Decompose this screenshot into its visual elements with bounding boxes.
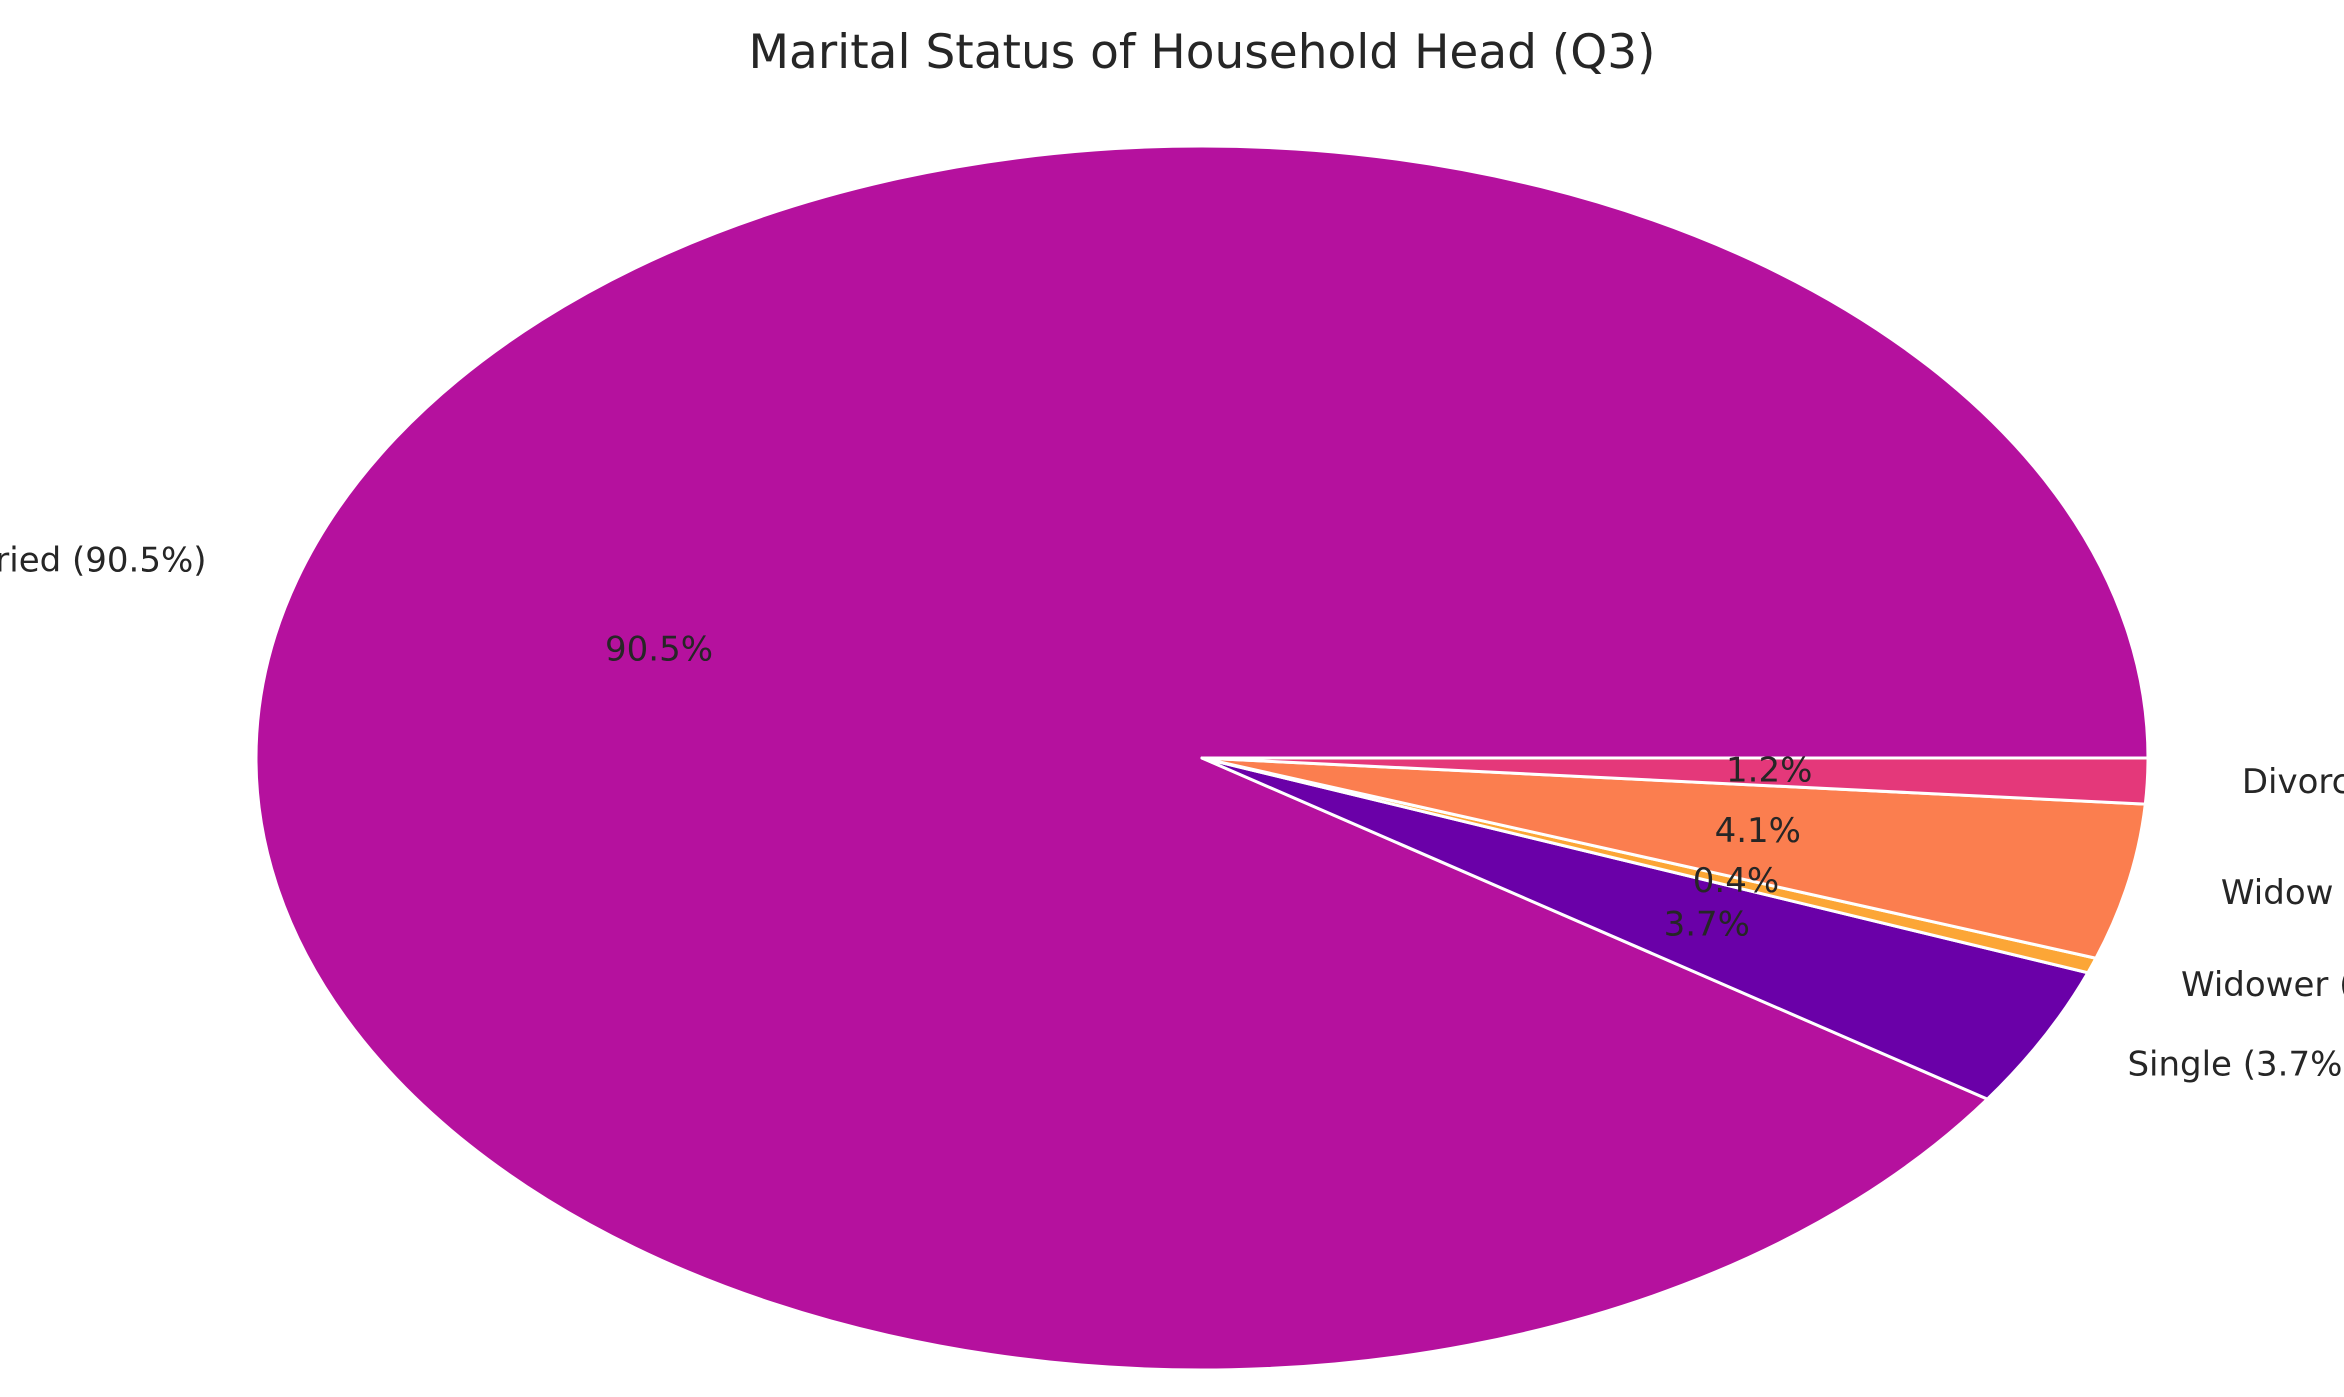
slice-percent-married: 90.5% — [605, 630, 713, 670]
slice-label-widower: Widower (0.4%) — [2181, 965, 2344, 1005]
slice-percent-widower: 0.4% — [1693, 861, 1779, 901]
pie-slices — [254, 144, 2150, 1372]
slice-label-married: Married (90.5%) — [0, 540, 207, 580]
slice-percent-widow: 4.1% — [1715, 811, 1801, 851]
slice-percent-single: 3.7% — [1664, 904, 1750, 944]
slice-percent-labels: 90.5% 3.7%0.4% 4.1% 1.2% — [605, 630, 1812, 945]
slice-label-widow: Widow (4.1%) — [2221, 873, 2344, 913]
slice-outer-labels: Married (90.5%) Single (3.7%) Widower (0.4… — [0, 540, 2344, 1084]
slice-label-divorced: Divorced (1.2%) — [2242, 762, 2344, 802]
slice-percent-divorced: 1.2% — [1726, 750, 1812, 790]
slice-label-single: Single (3.7%) — [2127, 1044, 2344, 1084]
chart-title: Marital Status of Household Head (Q3) — [749, 25, 1656, 80]
pie-slice-divorced — [1200, 756, 2150, 806]
pie-slice-widow — [1200, 756, 2147, 960]
pie-slice-single — [1200, 756, 2090, 1101]
